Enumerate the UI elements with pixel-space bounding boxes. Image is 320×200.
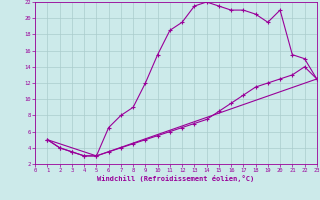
X-axis label: Windchill (Refroidissement éolien,°C): Windchill (Refroidissement éolien,°C): [97, 175, 255, 182]
